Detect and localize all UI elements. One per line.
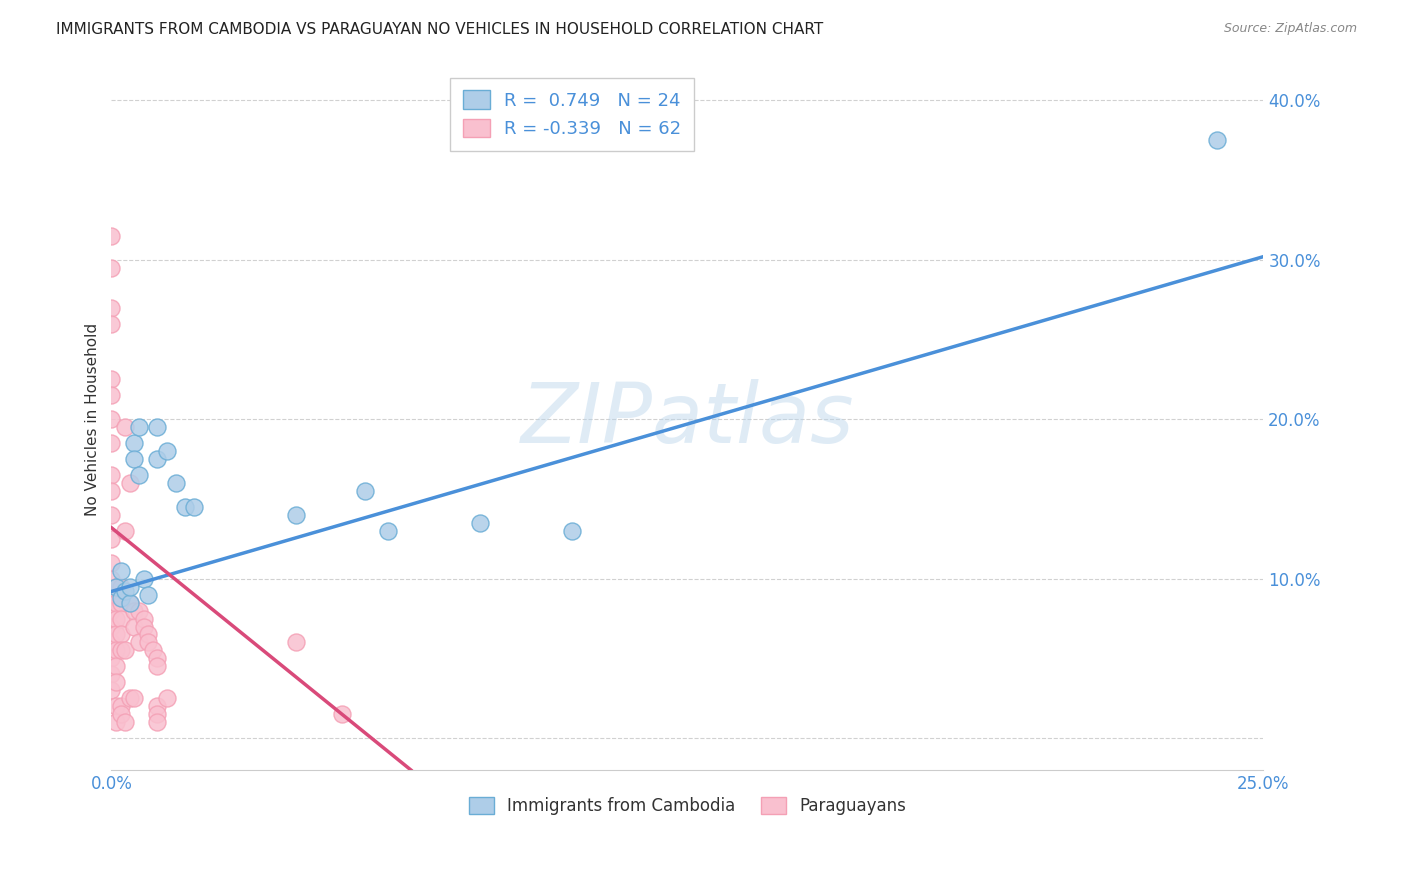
Point (146, 707, 169, 722)
Point (124, 691, 146, 706)
Point (100, 436, 122, 450)
Point (377, 524, 399, 538)
Point (110, 611, 132, 625)
Point (100, 228, 122, 243)
Point (136, 627, 159, 641)
Point (146, 659, 169, 673)
Point (156, 444, 179, 458)
Point (105, 715, 128, 730)
Point (105, 580, 128, 594)
Point (100, 388, 122, 402)
Point (114, 584, 136, 599)
Point (132, 619, 155, 633)
Point (105, 596, 128, 610)
Point (100, 667, 122, 681)
Point (284, 635, 307, 649)
Point (1206, 133, 1229, 147)
Point (146, 420, 169, 434)
Point (561, 524, 583, 538)
Y-axis label: No Vehicles in Household: No Vehicles in Household (86, 323, 100, 516)
Point (114, 524, 136, 538)
Point (174, 500, 197, 514)
Point (100, 532, 122, 546)
Point (100, 556, 122, 570)
Point (330, 707, 353, 722)
Point (105, 580, 128, 594)
Point (128, 603, 150, 617)
Point (110, 627, 132, 641)
Point (110, 643, 132, 657)
Text: IMMIGRANTS FROM CAMBODIA VS PARAGUAYAN NO VEHICLES IN HOUSEHOLD CORRELATION CHAR: IMMIGRANTS FROM CAMBODIA VS PARAGUAYAN N… (56, 22, 824, 37)
Point (100, 260, 122, 275)
Point (128, 468, 150, 483)
Point (165, 476, 187, 491)
Point (468, 516, 491, 530)
Point (136, 635, 159, 649)
Point (105, 643, 128, 657)
Point (105, 659, 128, 673)
Text: Source: ZipAtlas.com: Source: ZipAtlas.com (1223, 22, 1357, 36)
Point (118, 580, 141, 594)
Point (110, 580, 132, 594)
Point (114, 715, 136, 730)
Point (100, 483, 122, 498)
Point (114, 420, 136, 434)
Point (110, 591, 132, 605)
Point (100, 619, 122, 633)
Point (114, 643, 136, 657)
Point (100, 635, 122, 649)
Point (100, 572, 122, 586)
Point (118, 691, 141, 706)
Point (183, 500, 205, 514)
Point (118, 596, 141, 610)
Point (100, 372, 122, 386)
Point (353, 483, 375, 498)
Point (105, 675, 128, 690)
Point (100, 508, 122, 522)
Point (128, 635, 150, 649)
Point (146, 651, 169, 665)
Point (105, 611, 128, 625)
Point (128, 420, 150, 434)
Point (146, 699, 169, 714)
Point (110, 596, 132, 610)
Point (142, 643, 165, 657)
Point (100, 588, 122, 602)
Point (105, 627, 128, 641)
Point (110, 564, 132, 578)
Point (110, 707, 132, 722)
Point (136, 588, 159, 602)
Point (105, 699, 128, 714)
Point (146, 452, 169, 467)
Point (100, 412, 122, 426)
Point (110, 699, 132, 714)
Point (100, 317, 122, 331)
Legend: Immigrants from Cambodia, Paraguayans: Immigrants from Cambodia, Paraguayans (458, 787, 915, 825)
Point (132, 572, 155, 586)
Point (100, 603, 122, 617)
Point (124, 452, 146, 467)
Point (100, 468, 122, 483)
Point (124, 436, 146, 450)
Point (100, 301, 122, 315)
Point (284, 508, 307, 522)
Point (124, 619, 146, 633)
Point (132, 611, 155, 625)
Point (100, 683, 122, 698)
Point (124, 603, 146, 617)
Point (118, 596, 141, 610)
Point (100, 651, 122, 665)
Point (118, 476, 141, 491)
Point (156, 691, 179, 706)
Text: ZIPatlas: ZIPatlas (520, 379, 855, 459)
Point (146, 715, 169, 730)
